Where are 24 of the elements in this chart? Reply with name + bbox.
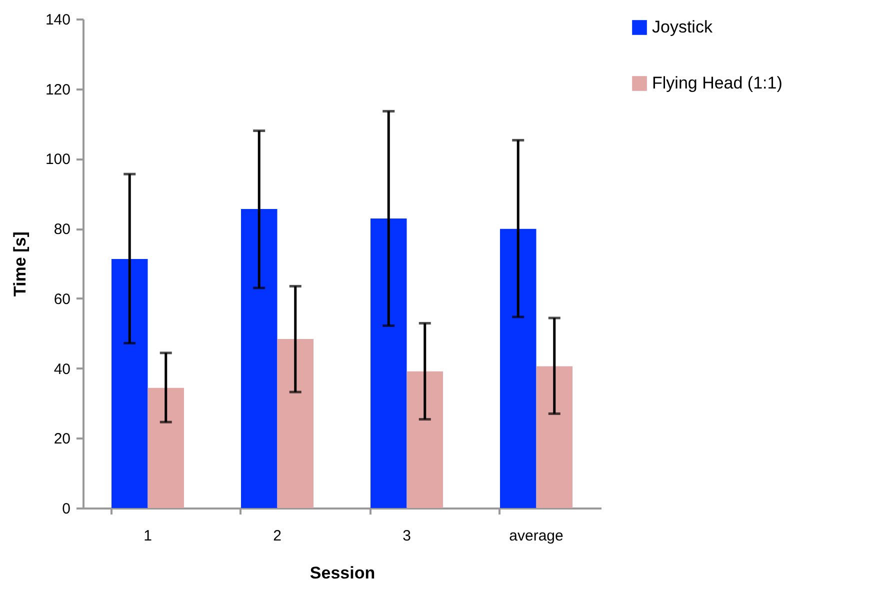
bar	[536, 366, 573, 508]
bar	[370, 218, 407, 508]
x-tick-label: 3	[402, 528, 411, 544]
y-tick-label: 60	[54, 290, 70, 308]
y-tick-label: 120	[45, 81, 70, 98]
y-tick-label: 100	[45, 151, 70, 168]
bar	[148, 388, 184, 508]
x-tick-label: 1	[144, 528, 152, 544]
legend-label: Flying Head (1:1)	[652, 74, 782, 92]
x-tick-label: 2	[273, 528, 282, 544]
bar	[500, 228, 536, 508]
y-tick-label: 80	[54, 221, 70, 238]
x-tick-label: average	[509, 528, 564, 544]
bar	[406, 371, 444, 508]
bar	[240, 209, 278, 508]
y-axis-title: Time [s]	[10, 232, 30, 296]
legend-label: Joystick	[652, 18, 713, 36]
bar	[111, 258, 148, 508]
y-tick-label: 40	[54, 360, 70, 378]
y-tick-label: 20	[54, 430, 70, 448]
x-axis-title: Session	[310, 564, 376, 582]
y-tick-label: 0	[62, 500, 70, 518]
y-tick-label: 140	[45, 12, 70, 28]
bar	[277, 338, 314, 508]
